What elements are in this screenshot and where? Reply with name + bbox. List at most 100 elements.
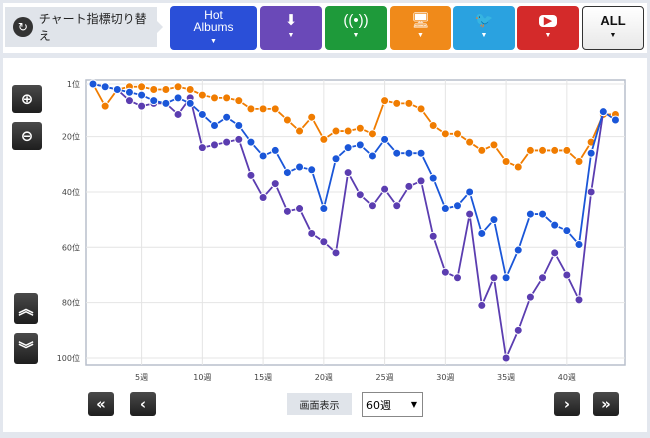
zoom-out-button[interactable]: ⊖	[12, 122, 42, 150]
data-point[interactable]	[343, 126, 353, 136]
data-point[interactable]	[173, 93, 183, 103]
data-point[interactable]	[477, 300, 487, 310]
data-point[interactable]	[525, 292, 535, 302]
data-point[interactable]	[538, 209, 548, 219]
data-point[interactable]	[234, 134, 244, 144]
next-page-button[interactable]: ›	[554, 392, 580, 416]
data-point[interactable]	[307, 228, 317, 238]
chart-pc-button[interactable]: 🖥 ▼	[390, 6, 451, 50]
data-point[interactable]	[598, 107, 608, 117]
scroll-down-button[interactable]: ︾	[14, 333, 38, 364]
data-point[interactable]	[574, 156, 584, 166]
data-point[interactable]	[392, 98, 402, 108]
data-point[interactable]	[562, 226, 572, 236]
data-point[interactable]	[100, 101, 110, 111]
data-point[interactable]	[392, 148, 402, 158]
data-point[interactable]	[355, 140, 365, 150]
data-point[interactable]	[307, 112, 317, 122]
data-point[interactable]	[550, 220, 560, 230]
data-point[interactable]	[319, 237, 329, 247]
data-point[interactable]	[465, 187, 475, 197]
data-point[interactable]	[453, 201, 462, 211]
chart-youtube-button[interactable]: ▶ ▼	[517, 6, 579, 50]
data-point[interactable]	[489, 215, 499, 225]
data-point[interactable]	[404, 148, 414, 158]
data-point[interactable]	[416, 148, 426, 158]
data-point[interactable]	[343, 143, 353, 153]
data-point[interactable]	[331, 248, 341, 258]
data-point[interactable]	[258, 104, 268, 114]
data-point[interactable]	[282, 168, 292, 178]
data-point[interactable]	[513, 325, 523, 335]
data-point[interactable]	[380, 134, 390, 144]
data-point[interactable]	[282, 115, 292, 125]
data-point[interactable]	[525, 209, 535, 219]
data-point[interactable]	[161, 98, 171, 108]
data-point[interactable]	[489, 140, 499, 150]
data-point[interactable]	[234, 121, 244, 131]
data-point[interactable]	[453, 273, 462, 283]
data-point[interactable]	[295, 162, 305, 172]
data-point[interactable]	[173, 82, 183, 92]
data-point[interactable]	[210, 121, 219, 131]
data-point[interactable]	[440, 129, 450, 139]
data-point[interactable]	[367, 129, 377, 139]
data-point[interactable]	[416, 176, 426, 186]
data-point[interactable]	[525, 145, 535, 155]
data-point[interactable]	[380, 184, 390, 194]
data-point[interactable]	[550, 145, 560, 155]
data-point[interactable]	[197, 109, 207, 119]
data-point[interactable]	[270, 179, 280, 189]
data-point[interactable]	[282, 206, 292, 216]
data-point[interactable]	[161, 85, 171, 95]
last-page-button[interactable]: »	[593, 392, 619, 416]
data-point[interactable]	[185, 98, 195, 108]
data-point[interactable]	[210, 140, 219, 150]
data-point[interactable]	[319, 134, 329, 144]
chart-twitter-button[interactable]: 🐦 ▼	[453, 6, 515, 50]
data-point[interactable]	[501, 156, 511, 166]
data-point[interactable]	[477, 145, 487, 155]
data-point[interactable]	[392, 201, 402, 211]
data-point[interactable]	[465, 209, 475, 219]
data-point[interactable]	[173, 109, 183, 119]
data-point[interactable]	[331, 154, 341, 164]
data-point[interactable]	[331, 126, 341, 136]
data-point[interactable]	[197, 143, 207, 153]
data-point[interactable]	[380, 96, 390, 106]
data-point[interactable]	[489, 273, 499, 283]
data-point[interactable]	[538, 273, 548, 283]
data-point[interactable]	[246, 104, 256, 114]
data-point[interactable]	[440, 267, 450, 277]
data-point[interactable]	[355, 190, 365, 200]
data-point[interactable]	[453, 129, 462, 139]
data-point[interactable]	[112, 85, 122, 95]
data-point[interactable]	[586, 187, 596, 197]
data-point[interactable]	[270, 145, 280, 155]
data-point[interactable]	[137, 101, 147, 111]
data-point[interactable]	[137, 82, 147, 92]
data-point[interactable]	[343, 168, 353, 178]
data-point[interactable]	[355, 123, 365, 133]
data-point[interactable]	[367, 201, 377, 211]
data-point[interactable]	[88, 79, 98, 89]
data-point[interactable]	[246, 170, 256, 180]
data-point[interactable]	[574, 240, 584, 250]
data-point[interactable]	[258, 192, 268, 202]
data-point[interactable]	[149, 85, 159, 95]
chart-hot-albums-button[interactable]: Hot Albums ▼	[170, 6, 257, 50]
data-point[interactable]	[513, 245, 523, 255]
prev-page-button[interactable]: ‹	[130, 392, 156, 416]
data-point[interactable]	[367, 151, 377, 161]
chart-sales-button[interactable]: ⬇ ▼	[260, 6, 322, 50]
data-point[interactable]	[538, 145, 548, 155]
data-point[interactable]	[222, 93, 232, 103]
data-point[interactable]	[185, 85, 195, 95]
data-point[interactable]	[197, 90, 207, 100]
data-point[interactable]	[610, 115, 620, 125]
data-point[interactable]	[404, 98, 414, 108]
chart-radio-button[interactable]: ((•)) ▼	[325, 6, 387, 50]
data-point[interactable]	[428, 231, 438, 241]
data-point[interactable]	[501, 353, 511, 363]
data-point[interactable]	[404, 181, 414, 191]
